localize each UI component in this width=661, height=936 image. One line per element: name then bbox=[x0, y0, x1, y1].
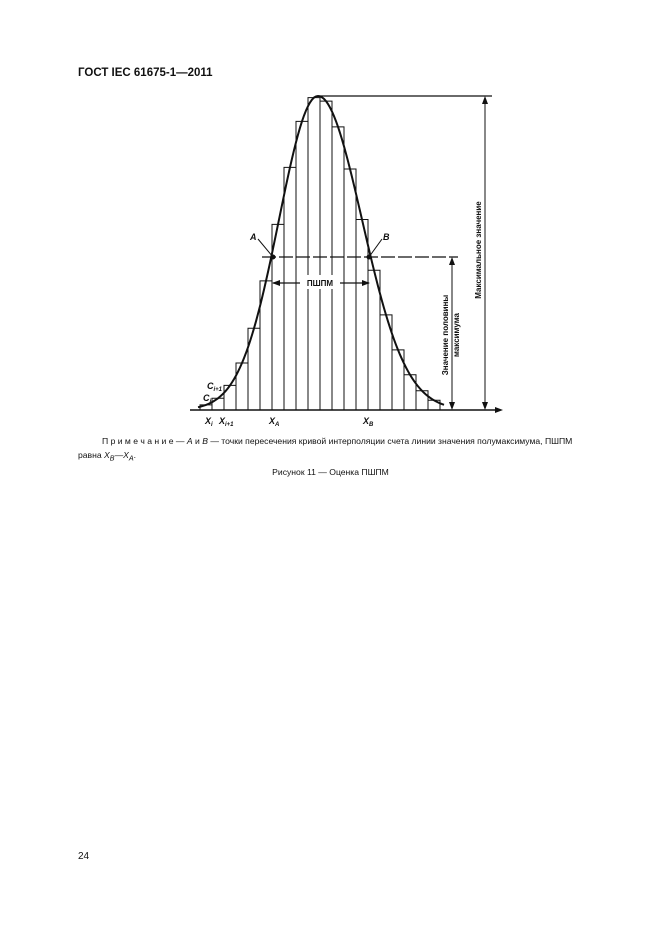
point-a bbox=[270, 254, 276, 260]
histogram-bin bbox=[307, 97, 321, 410]
fwhm-label: ПШПМ bbox=[307, 279, 334, 288]
interpolation-curve bbox=[197, 94, 445, 409]
histogram-bin bbox=[223, 384, 237, 410]
histogram-bin bbox=[355, 219, 369, 410]
half-max-label-line1: Значение половины bbox=[441, 295, 450, 376]
label-a: A bbox=[249, 232, 257, 242]
histogram-bin bbox=[319, 100, 333, 410]
histogram-bin bbox=[283, 166, 297, 410]
label-ci: Ci bbox=[203, 393, 212, 405]
histogram-bin bbox=[367, 269, 381, 410]
histogram-bin bbox=[343, 168, 357, 410]
max-value-label: Максимальное значение bbox=[474, 201, 483, 299]
page-number: 24 bbox=[78, 851, 90, 862]
label-b: B bbox=[383, 232, 390, 242]
label-xa: XA bbox=[268, 416, 279, 428]
half-max-label-line2: максимума bbox=[452, 312, 461, 356]
point-b bbox=[366, 254, 372, 260]
histogram-bin bbox=[331, 126, 345, 410]
leader-b bbox=[368, 238, 383, 258]
label-xb: XB bbox=[362, 416, 374, 428]
histogram-bin bbox=[295, 120, 309, 410]
histogram-bin bbox=[271, 223, 285, 410]
leader-a bbox=[257, 238, 274, 258]
figure-caption: Рисунок 11 — Оценка ПШПМ bbox=[272, 467, 389, 477]
figure-note: П р и м е ч а н и е — A и B — точки пере… bbox=[78, 436, 573, 463]
label-ci1: Ci+1 bbox=[207, 381, 223, 393]
label-xi: Xi bbox=[204, 416, 213, 428]
label-xi1: Xi+1 bbox=[218, 416, 234, 428]
standard-header: ГОСТ IEC 61675-1—2011 bbox=[78, 67, 213, 79]
x-axis-arrow bbox=[495, 407, 503, 413]
